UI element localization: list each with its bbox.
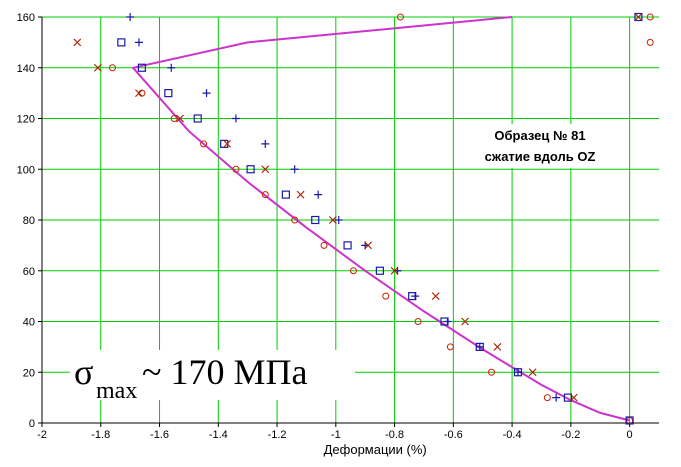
plus-point [126, 13, 135, 21]
square-point [634, 12, 643, 22]
x-tick-label: -0.8 [385, 429, 404, 441]
circle-point [291, 216, 299, 224]
labels: Образец № 81 сжатие вдоль OZ σ max ~ 170 МП… [70, 124, 614, 404]
circle-point [261, 191, 269, 199]
circle-point [320, 241, 328, 249]
x-tick-label: -0.2 [561, 429, 580, 441]
square-point [281, 190, 290, 199]
x-tick-label: -0.4 [503, 429, 522, 441]
square-point [117, 38, 126, 47]
y-tick-label: 140 [17, 63, 35, 75]
x-tick-label: -0.6 [444, 429, 463, 441]
square-point [193, 114, 202, 123]
x-tick-label: -2 [37, 429, 47, 441]
circle-point [382, 292, 390, 300]
x-tick-label: -1.4 [209, 429, 228, 441]
square-point [343, 241, 352, 250]
x-point [135, 89, 143, 98]
square-point [375, 266, 384, 275]
plus-point [552, 393, 561, 402]
compression-label: сжатие вдоль OZ [485, 149, 596, 164]
annotation-background [464, 124, 614, 168]
y-tick-label: 40 [23, 317, 35, 329]
x-point [461, 317, 470, 326]
x-point [261, 165, 270, 174]
circle-point [349, 267, 357, 275]
x-point [93, 63, 102, 72]
x-point [390, 266, 399, 275]
plus-point [231, 114, 240, 123]
x-point [634, 13, 643, 21]
x-point [364, 241, 373, 250]
plus-point [334, 216, 343, 224]
circle-point [170, 115, 178, 122]
circle-point [446, 343, 454, 351]
x-point [296, 190, 305, 199]
y-tick-label: 0 [29, 418, 35, 430]
x-point [493, 342, 502, 351]
plus-point [290, 165, 299, 174]
square-point [563, 393, 573, 402]
x-tick-label: -1 [331, 429, 341, 441]
y-tick-label: 160 [17, 12, 35, 24]
y-tick-label: 120 [17, 114, 35, 126]
x-point [328, 216, 337, 224]
circle-point [414, 318, 422, 325]
plus-point [167, 63, 176, 72]
circle-point [488, 368, 496, 376]
sigma-background [70, 350, 355, 400]
x-point [176, 114, 185, 123]
plus-point [202, 89, 211, 98]
circle-point [396, 13, 404, 21]
circle-point [109, 64, 117, 72]
x-tick-label: 0 [627, 429, 633, 441]
y-tick-label: 60 [23, 266, 35, 278]
square-point [164, 89, 173, 98]
circle-point [646, 13, 654, 21]
square-point [311, 215, 320, 225]
x-axis-label: Деформации (%) [324, 442, 427, 457]
plus-point [261, 139, 270, 148]
circle-point [646, 38, 654, 46]
circle-point [543, 394, 551, 402]
y-tick-label: 100 [17, 164, 35, 176]
x-point [431, 292, 440, 301]
sigma-subscript: max [96, 378, 137, 404]
x-point [569, 393, 578, 402]
plus-point [314, 190, 323, 199]
square-point [246, 165, 255, 174]
axes: -2 -1.8 -1.6 -1.4 -1.2 -1 -0.8 -0.6 -0.4 -0.2 0 0 20… [17, 12, 659, 457]
plus-point [443, 317, 452, 326]
y-tick-label: 20 [23, 367, 35, 379]
x-tick-label: -1.6 [150, 429, 169, 441]
sigma-symbol: σ [74, 352, 93, 392]
circle-point [232, 165, 240, 173]
y-tick-label: 80 [23, 215, 35, 227]
square-point [137, 63, 146, 72]
plus-point [513, 368, 522, 377]
plus-point [134, 38, 143, 47]
x-tick-label: -1.8 [91, 429, 110, 441]
sigma-value: ~ 170 МПа [142, 352, 307, 392]
plus-point [411, 292, 420, 301]
circle-point [200, 140, 208, 148]
sample-label: Образец № 81 [494, 128, 585, 143]
x-point [73, 38, 82, 47]
plus-point [475, 342, 484, 351]
data-points [73, 12, 654, 425]
square-point [625, 416, 634, 425]
x-point [223, 139, 232, 148]
x-point [528, 368, 537, 377]
x-tick-label: -1.2 [268, 429, 287, 441]
